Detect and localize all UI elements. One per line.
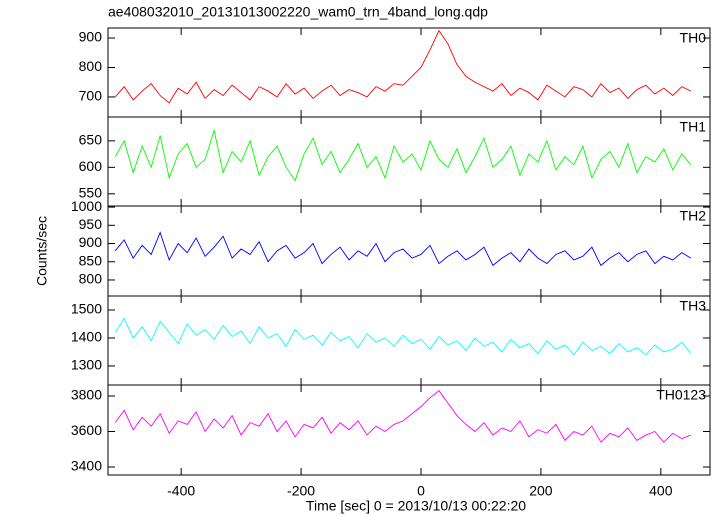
light-curve [114, 128, 692, 182]
x-tick-label: -400 [167, 483, 195, 499]
panel-frame [107, 205, 711, 297]
x-tick-label: 0 [417, 483, 425, 499]
panel-label: TH1 [680, 119, 707, 135]
panel-frame [107, 27, 711, 118]
light-curve [114, 317, 692, 356]
light-curve [114, 29, 692, 104]
y-tick-label: 1300 [71, 357, 102, 373]
chart-title: ae408032010_20131013002220_wam0_trn_4ban… [108, 4, 488, 20]
y-tick-label: 650 [79, 132, 103, 148]
panel-label: TH3 [680, 298, 707, 314]
y-tick-label: 550 [79, 185, 103, 201]
x-tick-label: -200 [287, 483, 315, 499]
y-tick-label: 1000 [71, 198, 102, 214]
y-tick-label: 3800 [71, 387, 102, 403]
y-tick-label: 800 [79, 271, 103, 287]
y-tick-label: 1400 [71, 329, 102, 345]
light-curve [114, 390, 691, 443]
y-tick-label: 600 [79, 158, 103, 174]
x-tick-label: 400 [649, 483, 673, 499]
y-tick-label: 700 [79, 88, 103, 104]
x-axis-label: Time [sec] 0 = 2013/10/13 00:22:20 [306, 498, 526, 514]
light-curve [114, 231, 692, 267]
panel-label: TH2 [680, 208, 707, 224]
y-tick-label: 900 [79, 29, 103, 45]
y-tick-label: 3600 [71, 422, 102, 438]
panel-frame [107, 116, 711, 207]
panel-label: TH0 [680, 30, 707, 46]
y-tick-label: 1500 [71, 301, 102, 317]
y-tick-label: 800 [79, 58, 103, 74]
y-tick-label: 3400 [71, 458, 102, 474]
y-tick-label: 950 [79, 216, 103, 232]
y-tick-label: 900 [79, 234, 103, 250]
x-tick-label: 200 [529, 483, 553, 499]
panel-frame [107, 384, 711, 476]
y-axis-label: Counts/sec [34, 216, 50, 286]
panel-label: TH0123 [656, 387, 706, 403]
y-tick-label: 850 [79, 252, 103, 268]
